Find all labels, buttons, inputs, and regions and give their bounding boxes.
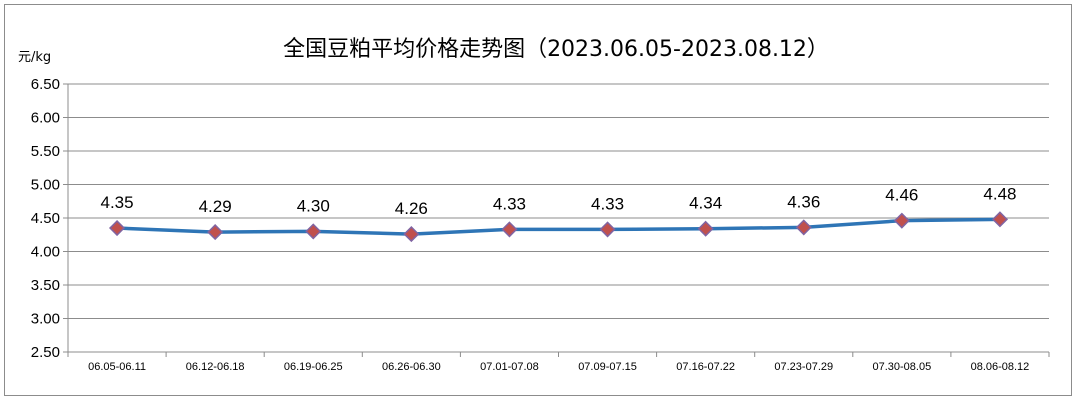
data-markers	[108, 211, 1009, 243]
data-point-marker	[893, 212, 910, 229]
y-tick-label: 4.00	[31, 244, 60, 261]
x-tick-label: 06.19-06.25	[284, 361, 343, 373]
chart-title: 全国豆粕平均价格走势图（2023.06.05-2023.08.12）	[283, 37, 829, 62]
chart-frame	[4, 4, 1072, 396]
x-tick-label: 07.23-07.29	[774, 361, 833, 373]
data-point-marker	[403, 226, 420, 243]
data-point-marker	[795, 219, 812, 236]
x-tick-label: 07.09-07.15	[578, 361, 637, 373]
data-value-label: 4.26	[395, 199, 428, 218]
y-tick-label: 3.00	[31, 311, 60, 328]
data-value-label: 4.36	[787, 192, 820, 211]
y-tick-label: 5.50	[31, 143, 60, 160]
x-tick-label: 07.01-07.08	[480, 361, 539, 373]
data-value-label: 4.33	[493, 194, 526, 213]
data-point-marker	[991, 211, 1009, 228]
data-labels: 4.35 4.29 4.30 4.26 4.33 4.33 4.34 4.36 4.46 4.48	[101, 184, 1017, 218]
y-tick-label: 3.50	[31, 277, 60, 294]
data-point-marker	[501, 221, 518, 238]
data-value-label: 4.34	[689, 194, 722, 213]
series-line	[115, 217, 1002, 236]
data-value-label: 4.29	[199, 197, 232, 216]
x-tick-label: 08.06-08.12	[971, 361, 1030, 373]
data-point-marker	[207, 224, 224, 241]
data-point-marker	[697, 220, 714, 237]
x-tick-label: 06.12-06.18	[186, 361, 245, 373]
data-value-label: 4.30	[297, 196, 330, 215]
data-value-label: 4.48	[983, 184, 1016, 203]
data-point-marker	[305, 223, 322, 240]
data-point-marker	[599, 221, 616, 238]
x-axis-tick-labels: 06.05-06.11 06.12-06.18 06.19-06.25 06.26-0…	[88, 361, 1029, 373]
y-tick-label: 2.50	[31, 344, 60, 361]
y-axis-unit-label: 元/kg	[18, 50, 51, 65]
data-value-label: 4.35	[101, 193, 134, 212]
data-value-label: 4.46	[885, 186, 918, 205]
data-point-marker	[108, 219, 126, 237]
x-tick-label: 06.05-06.11	[88, 361, 146, 373]
data-value-label: 4.33	[591, 194, 624, 213]
gridlines	[63, 83, 1049, 353]
y-axis-tick-labels: 6.50 6.00 5.50 5.00 4.50 4.00 3.50 3.00 2.50	[31, 76, 60, 361]
y-tick-label: 6.50	[31, 76, 60, 93]
y-tick-label: 4.50	[31, 210, 60, 227]
axes	[67, 84, 1050, 357]
x-tick-label: 07.16-07.22	[676, 361, 735, 373]
y-tick-label: 6.00	[31, 110, 60, 127]
x-tick-label: 07.30-08.05	[872, 361, 931, 373]
x-tick-label: 06.26-06.30	[382, 361, 441, 373]
data-series	[115, 217, 1002, 236]
y-tick-label: 5.00	[31, 177, 60, 194]
